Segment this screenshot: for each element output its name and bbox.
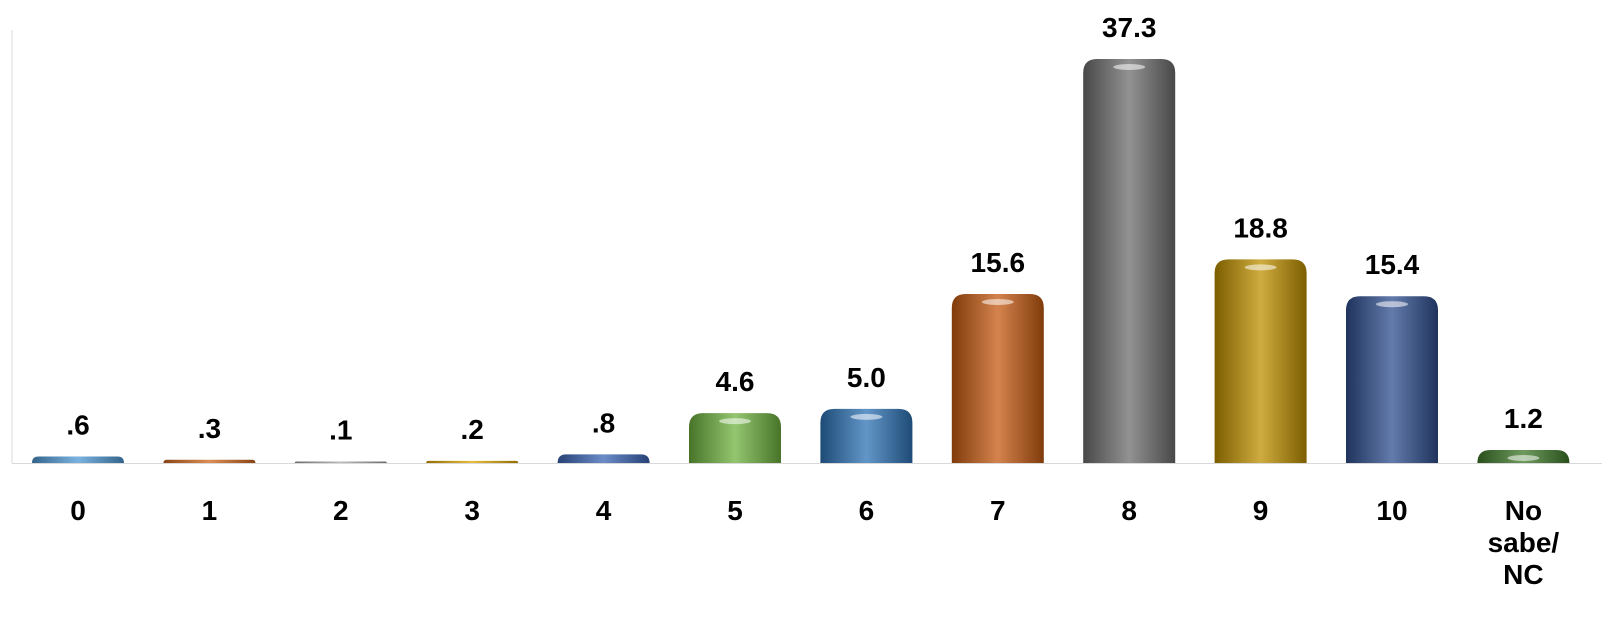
value-label: .6 [66,410,89,441]
category-label: 1 [202,495,218,526]
category-label: 2 [333,495,349,526]
bar-1 [163,459,256,463]
category-label: 6 [859,495,875,526]
category-label: 9 [1253,495,1269,526]
bar-4 [557,454,650,463]
bar-3 [426,460,519,463]
value-label: 4.6 [716,366,755,397]
category-label: 8 [1121,495,1137,526]
category-label: 0 [70,495,86,526]
bar-highlight [850,413,883,420]
value-label: .2 [461,414,484,445]
value-label: 15.6 [971,247,1026,278]
category-label: 3 [464,495,480,526]
value-label: 18.8 [1233,212,1288,243]
category-label: 10 [1376,495,1407,526]
bar-2 [294,461,387,463]
bar-10 [1346,296,1438,463]
category-label: 7 [990,495,1006,526]
value-label: .8 [592,407,615,438]
value-label: 5.0 [847,362,886,393]
bar-8 [1083,59,1176,463]
bar-highlight [719,418,751,425]
value-label: 15.4 [1365,249,1420,280]
category-labels-group: 0 1 2 3 4 5 6 7 8 9 10 No sabe/NC [70,495,1559,590]
bar-0 [32,456,124,463]
bar-highlight [1376,301,1408,308]
bar-9 [1214,259,1307,463]
category-label: No sabe/NC [1488,495,1560,590]
bar-7 [951,294,1044,463]
value-label: 37.3 [1102,12,1157,43]
bar-highlight [981,299,1014,306]
bar-5 [689,413,781,463]
bar-highlight [1244,264,1277,271]
bar-6 [820,408,913,463]
category-label: 4 [596,495,612,526]
value-labels-group: .6 .3 .1 .2 .8 4.6 5.0 15.6 37.3 18.8 15.4 1.2 [66,12,1543,446]
value-label: 1.2 [1504,403,1543,434]
bar-highlight [1113,64,1146,70]
value-label: .3 [198,413,221,444]
value-label: .1 [329,415,352,446]
category-label: 5 [727,495,743,526]
bar-highlight [1507,455,1540,462]
bars-group [32,59,1570,463]
